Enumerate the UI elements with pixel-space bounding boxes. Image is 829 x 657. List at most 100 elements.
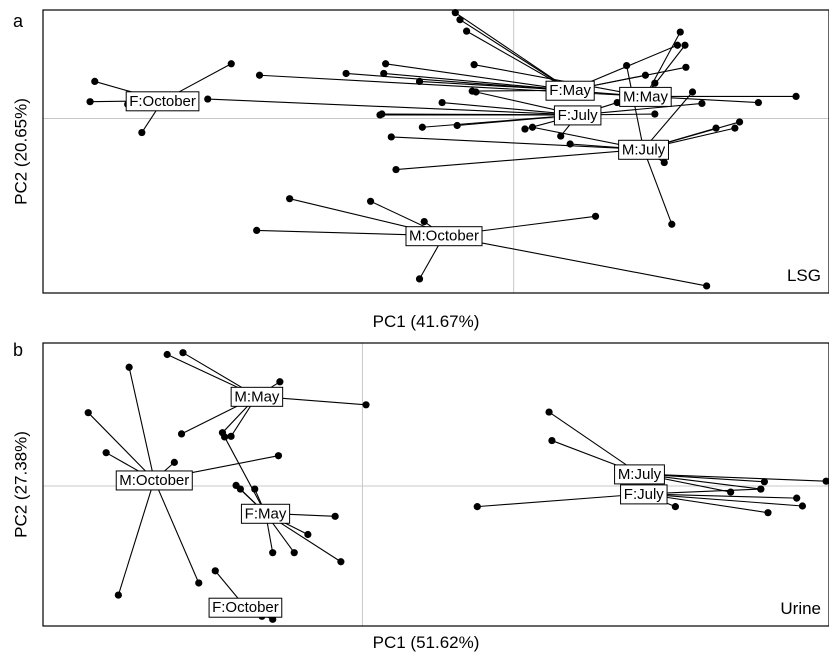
point-m-july-2 [761, 478, 768, 485]
group-label-m-october: M:October [406, 227, 482, 246]
point-f-october-1 [86, 98, 93, 105]
spoke-m-may-0 [645, 32, 680, 96]
point-m-may-6 [651, 80, 658, 87]
spoke-f-july-10 [208, 99, 578, 115]
point-m-october-6 [275, 452, 282, 459]
spoke-m-october-6 [444, 236, 707, 286]
panel-b: M:May M:October F:May F:October M:July F:July… [11, 340, 829, 652]
group-label-text: F:May [245, 505, 287, 522]
group-label-m-may: M:May [231, 387, 283, 406]
point-f-may-3 [382, 60, 389, 67]
point-m-october-2 [126, 364, 133, 371]
group-label-f-july: F:July [554, 106, 601, 125]
group-label-text: M:October [409, 228, 479, 245]
point-f-july-3 [799, 502, 806, 509]
point-m-july-2 [529, 124, 536, 131]
point-f-july-8 [651, 110, 658, 117]
group-label-f-october: F:October [126, 92, 199, 111]
point-m-october-1 [103, 449, 110, 456]
point-m-july-8 [736, 118, 743, 125]
point-f-july-1 [419, 124, 426, 131]
point-f-may-2 [237, 485, 244, 492]
point-m-october-6 [703, 282, 710, 289]
point-f-may-7 [674, 42, 681, 49]
point-m-may-1 [179, 349, 186, 356]
group-label-text: M:October [119, 472, 189, 489]
group-label-text: F:October [129, 93, 196, 110]
point-f-july-9 [698, 100, 705, 107]
y-axis-title: PC2 (27.38%) [11, 431, 30, 538]
point-m-october-3 [171, 459, 178, 466]
group-label-text: M:July [618, 466, 662, 483]
group-label-m-july: M:July [615, 465, 665, 484]
spoke-m-july-1 [391, 137, 643, 149]
point-m-october-5 [592, 213, 599, 220]
point-m-may-3 [362, 401, 369, 408]
point-f-may-5 [291, 549, 298, 556]
point-m-october-0 [253, 227, 260, 234]
point-m-october-2 [367, 198, 374, 205]
point-m-july-6 [712, 125, 719, 132]
point-m-october-0 [85, 409, 92, 416]
point-m-october-4 [115, 591, 122, 598]
point-m-may-0 [164, 351, 171, 358]
group-label-text: F:October [212, 599, 279, 616]
point-f-may-5 [416, 78, 423, 85]
point-f-may-3 [251, 485, 258, 492]
point-m-july-5 [668, 221, 675, 228]
x-axis-title: PC1 (51.62%) [373, 633, 480, 652]
group-label-text: F:July [624, 486, 665, 503]
point-m-may-6 [178, 430, 185, 437]
group-label-f-july: F:July [621, 485, 668, 504]
panel-a: F:October M:October F:May M:May F:July M:July… [11, 9, 829, 331]
point-f-july-2 [793, 495, 800, 502]
spoke-m-october-5 [154, 480, 199, 583]
point-f-july-10 [204, 95, 211, 102]
point-f-may-0 [221, 433, 228, 440]
panel-letter: b [13, 340, 23, 360]
point-f-may-4 [269, 549, 276, 556]
group-label-m-july: M:July [619, 140, 669, 159]
group-label-m-october: M:October [116, 471, 192, 490]
group-label-text: M:May [234, 388, 280, 405]
point-m-may-3 [343, 70, 350, 77]
spoke-f-may-4 [384, 73, 570, 90]
panel-tag: LSG [787, 266, 821, 285]
spoke-m-july-10 [627, 66, 644, 150]
point-f-may-9 [642, 72, 649, 79]
point-f-october-0 [212, 567, 219, 574]
point-m-may-2 [276, 378, 283, 385]
point-m-may-0 [677, 28, 684, 35]
group-label-f-may: F:May [546, 81, 594, 100]
point-m-may-5 [227, 433, 234, 440]
point-f-july-5 [757, 485, 764, 492]
point-m-october-1 [286, 195, 293, 202]
group-label-f-october: F:October [209, 598, 282, 617]
group-label-f-may: F:May [241, 504, 289, 523]
spoke-m-july-0 [396, 149, 644, 169]
panel-letter: a [13, 11, 24, 31]
point-m-july-1 [545, 408, 552, 415]
point-m-july-9 [689, 88, 696, 95]
point-f-july-1 [672, 503, 679, 510]
point-m-may-7 [755, 99, 762, 106]
spoke-m-october-4 [118, 480, 154, 595]
point-m-may-4 [256, 72, 263, 79]
point-m-july-10 [623, 62, 630, 69]
point-f-july-2 [454, 122, 461, 129]
group-label-text: M:July [622, 141, 666, 158]
point-f-july-4 [521, 125, 528, 132]
point-m-october-5 [195, 579, 202, 586]
point-f-july-0 [474, 503, 481, 510]
point-f-july-4 [764, 509, 771, 516]
point-m-july-4 [727, 488, 734, 495]
point-f-july-0 [439, 99, 446, 106]
point-m-july-5 [823, 478, 829, 485]
group-label-text: M:May [623, 88, 669, 105]
point-f-july-3 [472, 88, 479, 95]
point-f-may-4 [380, 70, 387, 77]
point-f-october-4 [228, 60, 235, 67]
panel-tag: Urine [780, 599, 821, 618]
spoke-f-july-0 [477, 494, 644, 507]
group-label-text: F:May [549, 82, 591, 99]
